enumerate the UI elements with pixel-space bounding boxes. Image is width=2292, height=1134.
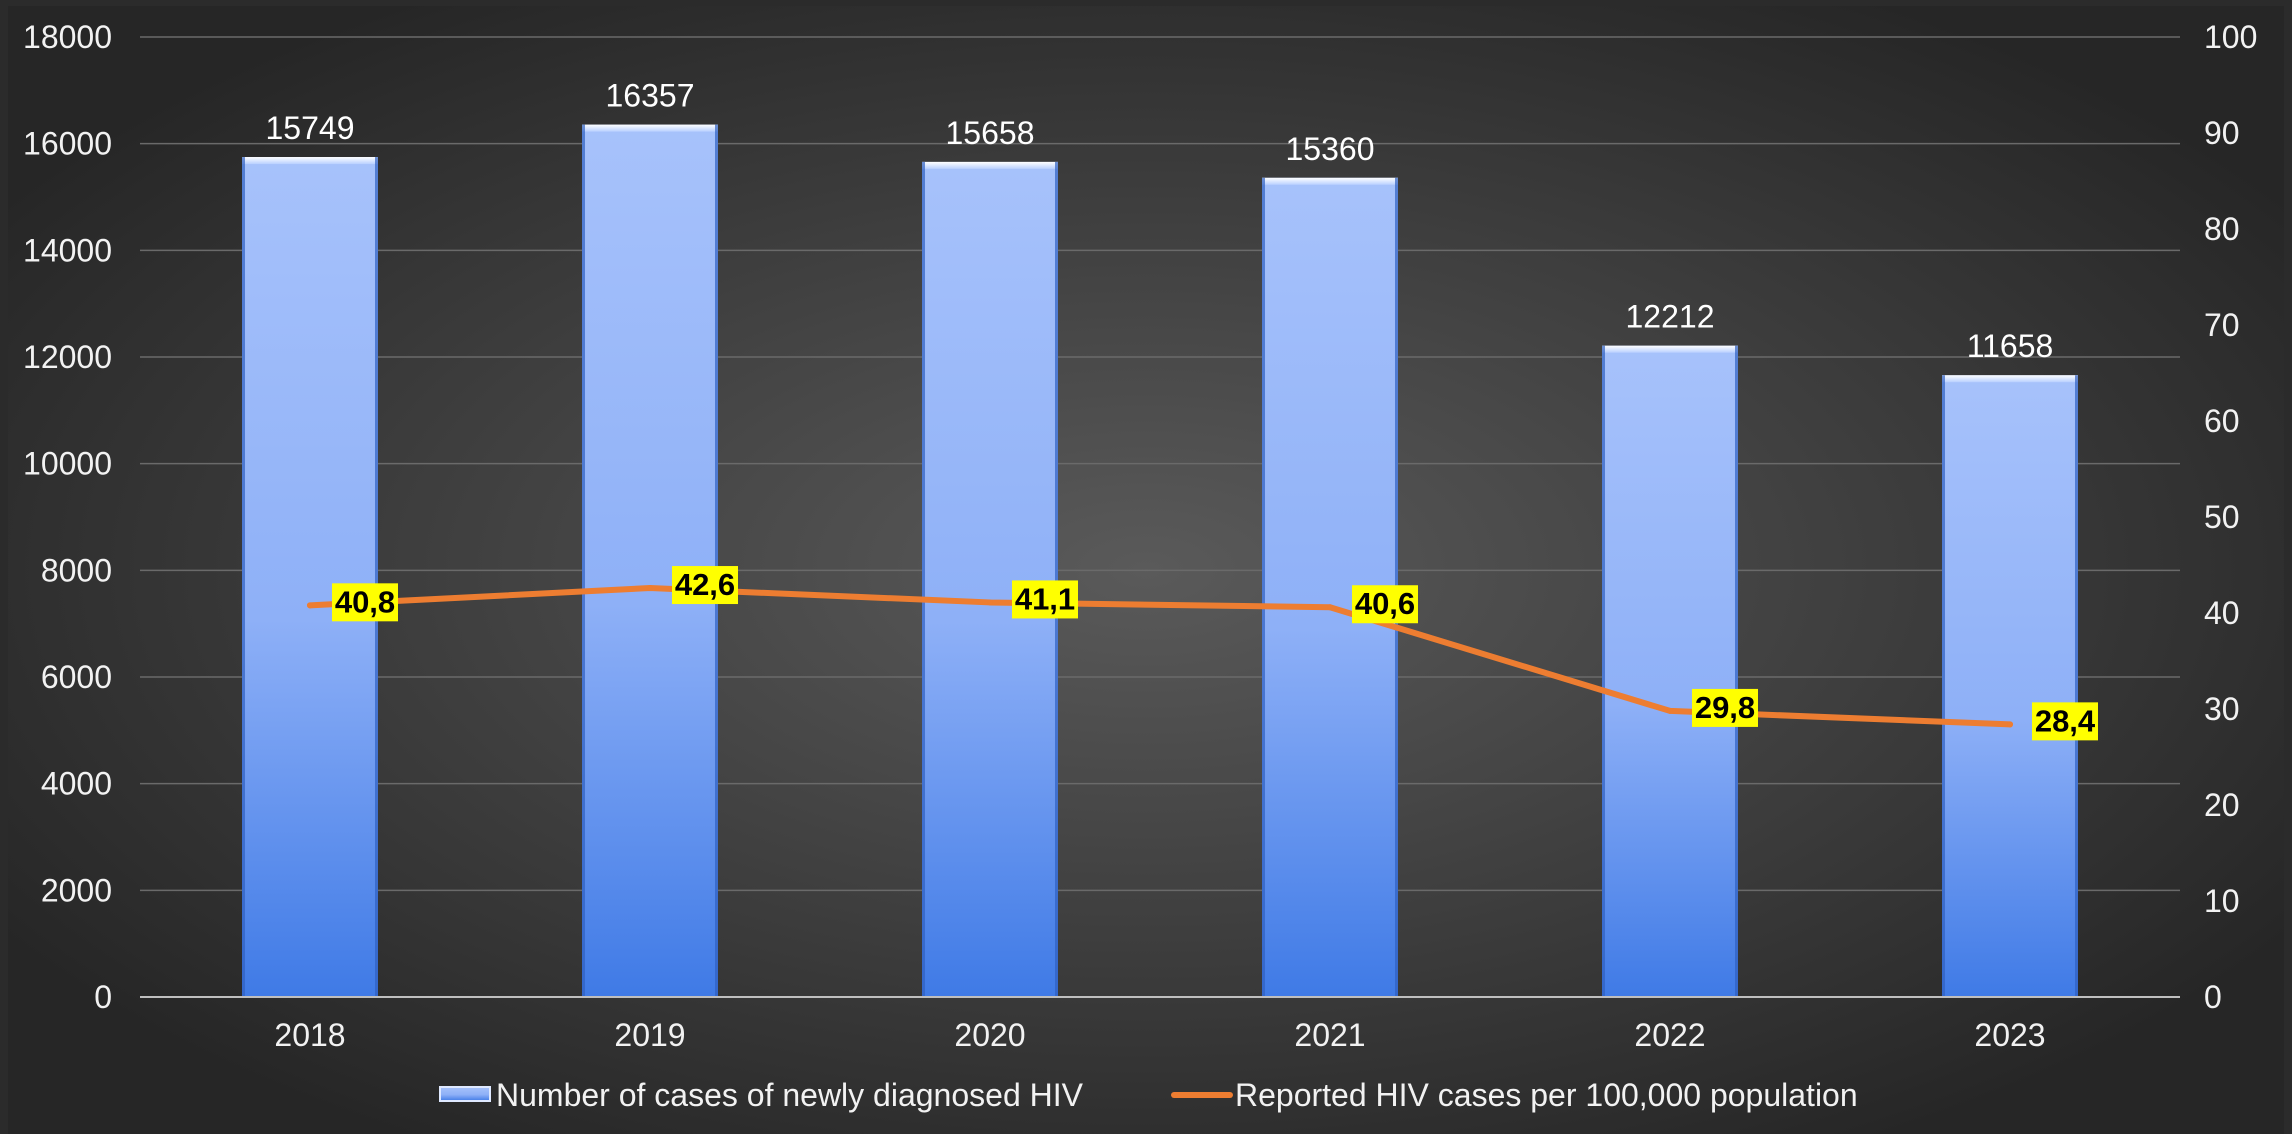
right-tick-label: 60: [2204, 403, 2240, 439]
bar-value-label: 12212: [1626, 299, 1715, 335]
bar-edge-right: [375, 157, 378, 997]
bar-cap: [582, 124, 718, 132]
line-point: [2007, 721, 2013, 728]
left-tick-label: 0: [94, 979, 112, 1015]
right-tick-label: 30: [2204, 691, 2240, 727]
line-value-label: 41,1: [1015, 581, 1075, 616]
line-value-label: 40,6: [1355, 586, 1415, 621]
legend-label-bars: Number of cases of newly diagnosed HIV: [496, 1077, 1084, 1113]
legend-item-bars: Number of cases of newly diagnosed HIV: [439, 1077, 1084, 1113]
right-tick-label: 20: [2204, 787, 2240, 823]
line-value-label: 28,4: [2035, 703, 2096, 738]
line-label-background: [1012, 580, 1078, 619]
legend-item-line: Reported HIV cases per 100,000 populatio…: [1171, 1077, 1858, 1113]
line-point: [987, 599, 993, 606]
bar-edge-left: [582, 124, 585, 998]
line-label-background: [1352, 585, 1418, 624]
left-tick-label: 4000: [41, 766, 112, 802]
bar: [1602, 345, 1738, 997]
line-value-label: 40,8: [335, 584, 395, 619]
bar-series: [242, 124, 2078, 998]
bar-value-label: 15749: [266, 110, 355, 146]
line-value-label: 29,8: [1695, 690, 1755, 725]
bar-value-label: 15658: [946, 115, 1035, 151]
legend: Number of cases of newly diagnosed HIV R…: [439, 1077, 1858, 1113]
line-point: [647, 585, 653, 592]
left-tick-label: 10000: [23, 446, 112, 482]
x-axis-ticks: 2018 2019 2020 2021 2022 2023: [274, 1017, 2045, 1053]
bar: [242, 157, 378, 997]
legend-label-line: Reported HIV cases per 100,000 populatio…: [1235, 1077, 1858, 1113]
bar-edge-left: [1602, 345, 1605, 997]
bar-edge-left: [242, 157, 245, 997]
right-tick-label: 100: [2204, 19, 2257, 55]
bar-cap: [242, 157, 378, 165]
left-axis-ticks: 0 2000 4000 6000 8000 10000 12000 14000 16000 180…: [23, 19, 112, 1015]
bar-edge-right: [2075, 375, 2078, 997]
x-tick-label: 2019: [614, 1017, 685, 1053]
x-tick-label: 2022: [1634, 1017, 1705, 1053]
left-tick-label: 14000: [23, 232, 112, 268]
bar: [922, 161, 1058, 997]
bar: [582, 124, 718, 998]
x-tick-label: 2023: [1974, 1017, 2045, 1053]
bar-cap: [1262, 177, 1398, 185]
right-tick-label: 70: [2204, 307, 2240, 343]
line-data-labels: 40,8 42,6 41,1 40,6 29,8 28,4: [332, 566, 2098, 741]
bar-edge-left: [1942, 375, 1945, 997]
line-point: [1667, 707, 1673, 714]
line-label-background: [1692, 688, 1758, 727]
left-tick-label: 8000: [41, 552, 112, 588]
x-tick-label: 2018: [274, 1017, 345, 1053]
bar-data-labels: 15749 16357 15658 15360 12212 11658: [266, 78, 2054, 365]
x-tick-label: 2021: [1294, 1017, 1365, 1053]
left-tick-label: 12000: [23, 339, 112, 375]
line-point: [307, 602, 313, 609]
left-tick-label: 2000: [41, 872, 112, 908]
left-tick-label: 18000: [23, 19, 112, 55]
right-tick-label: 80: [2204, 211, 2240, 247]
line-point: [1327, 604, 1333, 611]
bar: [1942, 375, 2078, 997]
bar-value-label: 16357: [606, 78, 695, 114]
bar-edge-left: [922, 161, 925, 997]
line-label-background: [2032, 702, 2098, 741]
bar-cap: [1602, 345, 1738, 353]
bar-edge-right: [1055, 161, 1058, 997]
bar-value-label: 15360: [1286, 131, 1375, 167]
bar-edge-right: [1735, 345, 1738, 997]
x-tick-label: 2020: [954, 1017, 1025, 1053]
right-tick-label: 90: [2204, 115, 2240, 151]
bar-cap: [1942, 375, 2078, 383]
bar-value-label: 11658: [1967, 328, 2054, 364]
bar-cap: [922, 161, 1058, 169]
right-tick-label: 40: [2204, 595, 2240, 631]
right-axis-ticks: 0 10 20 30 40 50 60 70 80 90 100: [2204, 19, 2257, 1015]
line-value-label: 42,6: [675, 567, 735, 602]
gridlines: [140, 36, 2180, 892]
right-tick-label: 50: [2204, 499, 2240, 535]
bar-edge-left: [1262, 177, 1265, 998]
legend-swatch-bars: [439, 1086, 491, 1102]
bar-edge-right: [715, 124, 718, 998]
right-tick-label: 10: [2204, 883, 2240, 919]
left-tick-label: 16000: [23, 126, 112, 162]
left-tick-label: 6000: [41, 659, 112, 695]
line-label-background: [332, 583, 398, 622]
right-tick-label: 0: [2204, 979, 2222, 1015]
line-label-background: [672, 566, 738, 605]
